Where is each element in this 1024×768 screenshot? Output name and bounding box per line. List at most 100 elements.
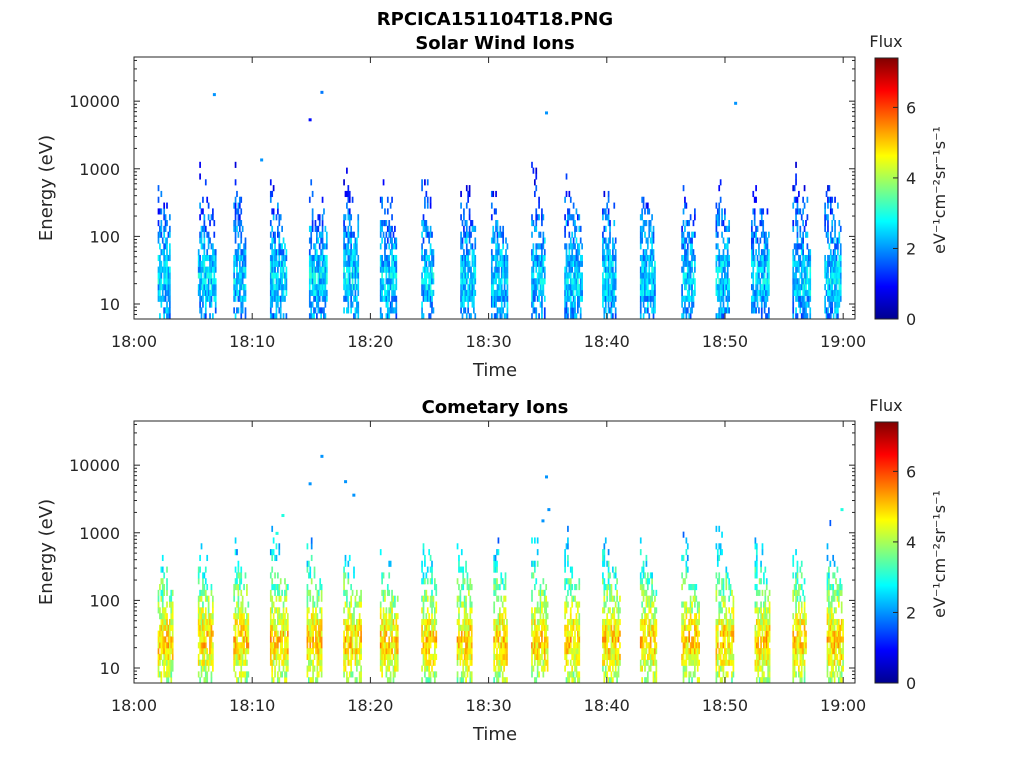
heatmap-cell bbox=[389, 648, 392, 655]
heatmap-cell bbox=[501, 618, 504, 626]
heatmap-cell bbox=[271, 313, 274, 320]
heatmap-cell bbox=[386, 653, 389, 661]
heatmap-cell bbox=[348, 607, 351, 614]
heatmap-cell bbox=[691, 607, 693, 614]
heatmap-cell bbox=[574, 272, 576, 279]
heatmap-cell bbox=[424, 225, 426, 232]
heatmap-cell bbox=[424, 653, 426, 661]
heatmap-cell bbox=[240, 284, 243, 291]
heatmap-cell bbox=[157, 185, 160, 192]
heatmap-cell bbox=[575, 289, 578, 297]
heatmap-cell bbox=[307, 624, 310, 631]
heatmap-cell bbox=[644, 677, 646, 684]
heatmap-cell bbox=[470, 289, 472, 297]
heatmap-cell bbox=[234, 642, 237, 649]
heatmap-cell bbox=[607, 249, 610, 256]
heatmap-cell bbox=[838, 260, 841, 267]
heatmap-cell bbox=[285, 284, 288, 291]
heatmap-cell bbox=[574, 584, 576, 591]
heatmap-cell bbox=[652, 653, 655, 661]
heatmap-cell bbox=[567, 578, 569, 585]
heatmap-cell bbox=[320, 278, 322, 285]
heatmap-cell bbox=[682, 243, 685, 250]
heatmap-cell bbox=[614, 566, 617, 573]
heatmap-cell bbox=[604, 665, 607, 672]
heatmap-cell bbox=[607, 289, 610, 297]
heatmap-cell bbox=[575, 659, 578, 666]
heatmap-cell bbox=[204, 566, 207, 573]
heatmap-cell bbox=[347, 249, 350, 256]
heatmap-cell bbox=[210, 295, 213, 302]
heatmap-cell bbox=[432, 630, 435, 637]
heatmap-cell bbox=[568, 618, 571, 626]
heatmap-cell bbox=[421, 278, 423, 285]
heatmap-cell bbox=[610, 584, 613, 591]
heatmap-cell bbox=[681, 313, 683, 320]
heatmap-cell bbox=[569, 243, 572, 250]
heatmap-cell bbox=[564, 231, 566, 238]
heatmap-cell bbox=[493, 278, 496, 285]
heatmap-cell bbox=[572, 677, 575, 684]
heatmap-cell bbox=[354, 254, 357, 262]
heatmap-cell bbox=[542, 671, 545, 678]
heatmap-cell bbox=[619, 607, 621, 614]
heatmap-cell bbox=[496, 307, 499, 314]
heatmap-cell bbox=[649, 601, 652, 608]
heatmap-cell bbox=[533, 566, 536, 573]
heatmap-cell bbox=[581, 278, 583, 285]
heatmap-cell bbox=[837, 266, 839, 273]
heatmap-cell bbox=[464, 307, 467, 314]
heatmap-cell bbox=[800, 301, 803, 308]
heatmap-cell bbox=[275, 659, 278, 666]
heatmap-cell bbox=[539, 272, 542, 279]
heatmap-cell bbox=[539, 642, 542, 649]
heatmap-cell bbox=[199, 589, 201, 596]
heatmap-cell bbox=[350, 254, 353, 262]
heatmap-cell bbox=[212, 642, 214, 649]
heatmap-cell bbox=[567, 560, 569, 567]
heatmap-cell bbox=[792, 260, 795, 267]
heatmap-cell bbox=[715, 214, 718, 221]
heatmap-cell bbox=[721, 313, 723, 320]
heatmap-cell bbox=[602, 272, 604, 279]
heatmap-cell bbox=[494, 554, 497, 562]
heatmap-cell bbox=[346, 295, 348, 302]
heatmap-cell bbox=[541, 266, 543, 273]
heatmap-cell bbox=[431, 301, 433, 308]
heatmap-cell bbox=[715, 231, 718, 238]
heatmap-cell bbox=[379, 220, 382, 227]
heatmap-cell bbox=[604, 260, 607, 267]
heatmap-cell bbox=[719, 313, 722, 320]
heatmap-cell bbox=[619, 618, 621, 626]
heatmap-cell bbox=[244, 630, 247, 637]
heatmap-cell bbox=[241, 671, 244, 678]
heatmap-cell bbox=[533, 653, 536, 661]
heatmap-cell bbox=[642, 313, 645, 320]
heatmap-cell bbox=[609, 266, 611, 273]
heatmap-cell bbox=[603, 266, 606, 273]
heatmap-cell bbox=[207, 653, 210, 661]
heatmap-cell bbox=[396, 595, 399, 602]
heatmap-cell bbox=[838, 272, 841, 279]
heatmap-cell bbox=[602, 572, 604, 579]
heatmap-cell bbox=[565, 301, 568, 308]
heatmap-cell bbox=[321, 249, 324, 256]
heatmap-cell bbox=[347, 254, 350, 262]
heatmap-cell bbox=[272, 549, 275, 556]
heatmap-cell bbox=[503, 254, 506, 262]
heatmap-cell bbox=[565, 642, 568, 649]
heatmap-cell bbox=[313, 289, 315, 297]
heatmap-cell bbox=[240, 589, 243, 596]
heatmap-cell bbox=[241, 266, 244, 273]
heatmap-cell bbox=[652, 624, 655, 631]
heatmap-cell bbox=[572, 636, 575, 643]
heatmap-cell bbox=[171, 613, 174, 620]
heatmap-cell bbox=[389, 231, 392, 238]
heatmap-cell bbox=[652, 289, 655, 297]
heatmap-cell bbox=[501, 642, 504, 649]
heatmap-cell bbox=[278, 665, 281, 672]
heatmap-cell bbox=[157, 636, 160, 643]
heatmap-cell bbox=[163, 624, 166, 631]
heatmap-cell bbox=[654, 677, 656, 684]
heatmap-cell bbox=[233, 665, 236, 672]
